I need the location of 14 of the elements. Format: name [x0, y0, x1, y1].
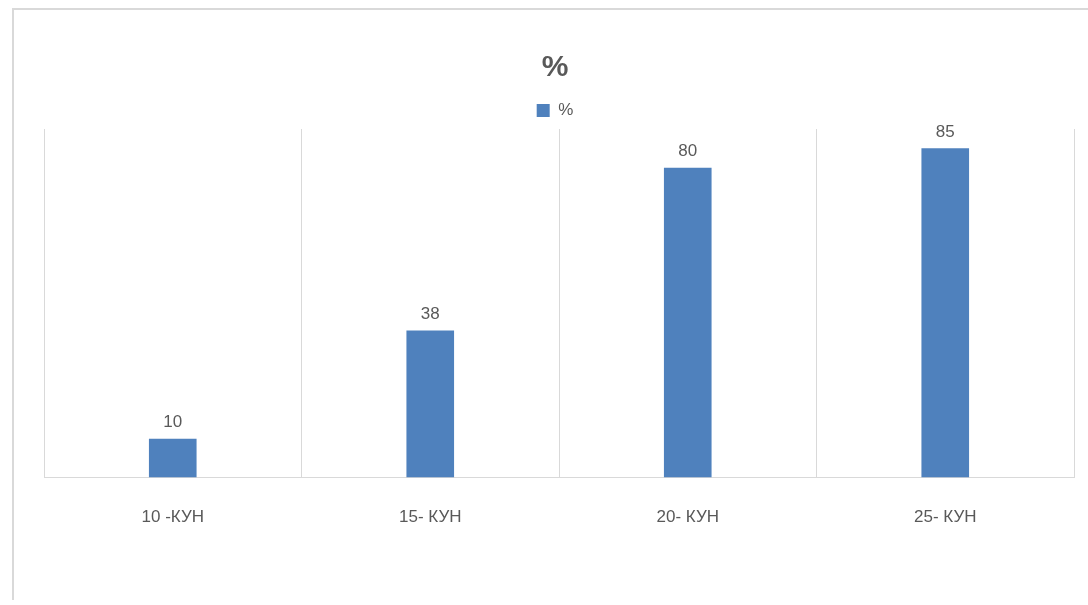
- data-label: 85: [935, 121, 955, 141]
- data-label: 38: [420, 303, 440, 323]
- x-tick-label: 20- КУН: [656, 507, 719, 527]
- bar: [921, 148, 970, 478]
- bar: [148, 438, 197, 478]
- legend-label: %: [558, 100, 574, 120]
- chart-title: %: [541, 49, 569, 83]
- data-label: 10: [163, 412, 183, 432]
- bar: [663, 167, 712, 478]
- x-tick-label: 15- КУН: [399, 507, 462, 527]
- x-tick-label: 25- КУН: [914, 507, 977, 527]
- x-tick-label: 10 -КУН: [141, 507, 204, 527]
- bar: [406, 330, 455, 478]
- data-label: 80: [678, 140, 698, 160]
